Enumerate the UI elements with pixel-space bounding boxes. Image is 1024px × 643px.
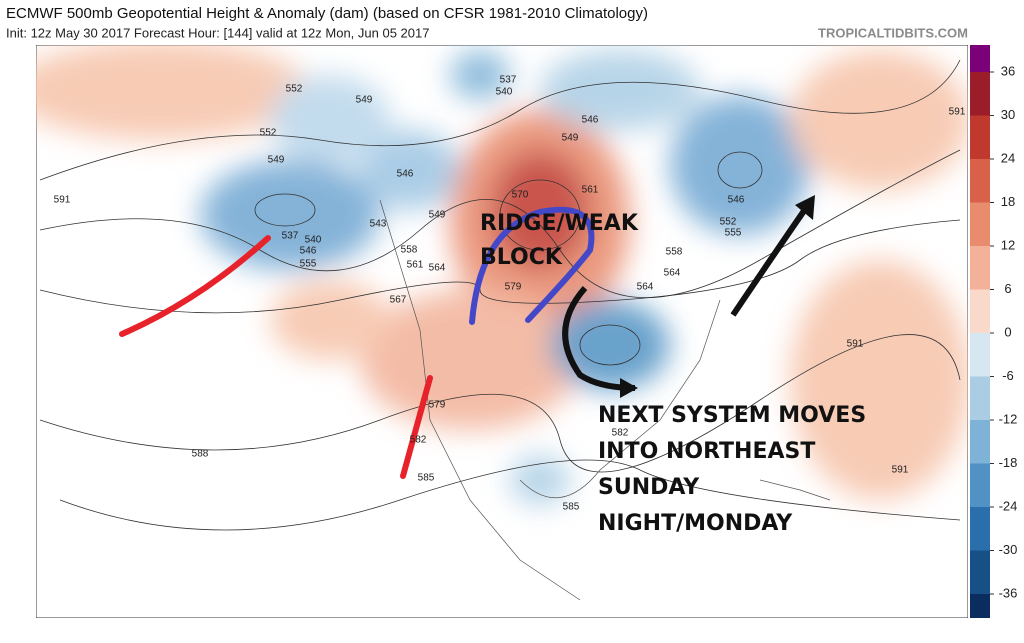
contour-label: 546: [397, 169, 414, 180]
contour-label: 591: [949, 107, 966, 118]
contour-label: 546: [728, 195, 745, 206]
annotation: RIDGE/WEAK: [480, 211, 639, 236]
contour-label: 552: [260, 128, 277, 139]
colorbar-tick-label: 24: [1001, 150, 1015, 165]
colorbar-band: [970, 507, 990, 551]
colorbar-tick-label: -18: [999, 455, 1018, 470]
contour-label: 555: [300, 259, 317, 270]
colorbar-band: [970, 115, 990, 159]
contour-label: 564: [664, 268, 681, 279]
colorbar-band: [970, 159, 990, 203]
colorbar-band: [970, 72, 990, 116]
contour-label: 558: [401, 245, 418, 256]
contour-label: 564: [429, 263, 446, 274]
map: RIDGE/WEAK BLOCK NEXT SYSTEM MOVES INTO …: [36, 45, 968, 618]
contour-label: 552: [286, 84, 303, 95]
contour-label: 579: [429, 400, 446, 411]
contour-label: 582: [410, 435, 427, 446]
colorbar-tick-label: -24: [999, 498, 1018, 513]
contour-label: 570: [512, 190, 529, 201]
colorbar-tick-label: -36: [999, 585, 1018, 600]
colorbar-band: [970, 550, 990, 594]
contour-label: 543: [370, 219, 387, 230]
annotation: NIGHT/MONDAY: [598, 511, 793, 536]
contour-label: 549: [562, 133, 579, 144]
contour-label: 585: [418, 473, 435, 484]
credit: TROPICALTIDBITS.COM: [818, 25, 968, 40]
annotation: BLOCK: [480, 245, 563, 270]
colorbar-tick-label: -6: [1002, 368, 1014, 383]
colorbar-tick-label: 12: [1001, 237, 1015, 252]
colorbar-tick-label: 0: [1004, 324, 1011, 339]
contour-label: 591: [847, 339, 864, 350]
colorbar-tick-label: -30: [999, 542, 1018, 557]
contour-label: 537: [282, 231, 299, 242]
colorbar-tick-label: 36: [1001, 63, 1015, 78]
annotation: SUNDAY: [598, 475, 700, 500]
colorbar-band: [970, 463, 990, 507]
contour-label: 555: [725, 228, 742, 239]
colorbar-band: [970, 376, 990, 420]
colorbar-band: [970, 333, 990, 377]
colorbar-extension: [970, 45, 990, 72]
colorbar-band: [970, 202, 990, 246]
contour-label: 591: [892, 465, 909, 476]
contour-label: 549: [268, 155, 285, 166]
contour-label: 579: [505, 282, 522, 293]
contour-label: 540: [305, 235, 322, 246]
contour-label: 567: [390, 295, 407, 306]
contour-label: 582: [612, 428, 629, 439]
colorbar-band: [970, 420, 990, 464]
contour-label: 585: [563, 502, 580, 513]
colorbar-extension: [970, 594, 990, 618]
colorbar-tick-label: 18: [1001, 194, 1015, 209]
contour-label: 564: [637, 282, 654, 293]
title: ECMWF 500mb Geopotential Height & Anomal…: [6, 5, 648, 22]
contour-label: 558: [666, 247, 683, 258]
contour-label: 549: [356, 95, 373, 106]
contour-label: 549: [429, 210, 446, 221]
contour-label: 540: [496, 87, 513, 98]
colorbar-band: [970, 246, 990, 290]
colorbar-tick-label: -12: [999, 411, 1018, 426]
contour-label: 537: [500, 75, 517, 86]
contour-label: 588: [192, 449, 209, 460]
subtitle: Init: 12z May 30 2017 Forecast Hour: [14…: [6, 25, 429, 40]
contour-label: 561: [582, 185, 599, 196]
contour-label: 546: [300, 246, 317, 257]
contour-label: 546: [582, 115, 599, 126]
contour-label: 561: [407, 260, 424, 271]
colorbar-band: [970, 289, 990, 333]
annotation: INTO NORTHEAST: [598, 439, 815, 464]
contour-label: 591: [54, 195, 71, 206]
annotation: NEXT SYSTEM MOVES: [598, 403, 866, 428]
contour-label: 552: [720, 217, 737, 228]
colorbar-tick-label: 6: [1004, 281, 1011, 296]
colorbar-tick-label: 30: [1001, 107, 1015, 122]
